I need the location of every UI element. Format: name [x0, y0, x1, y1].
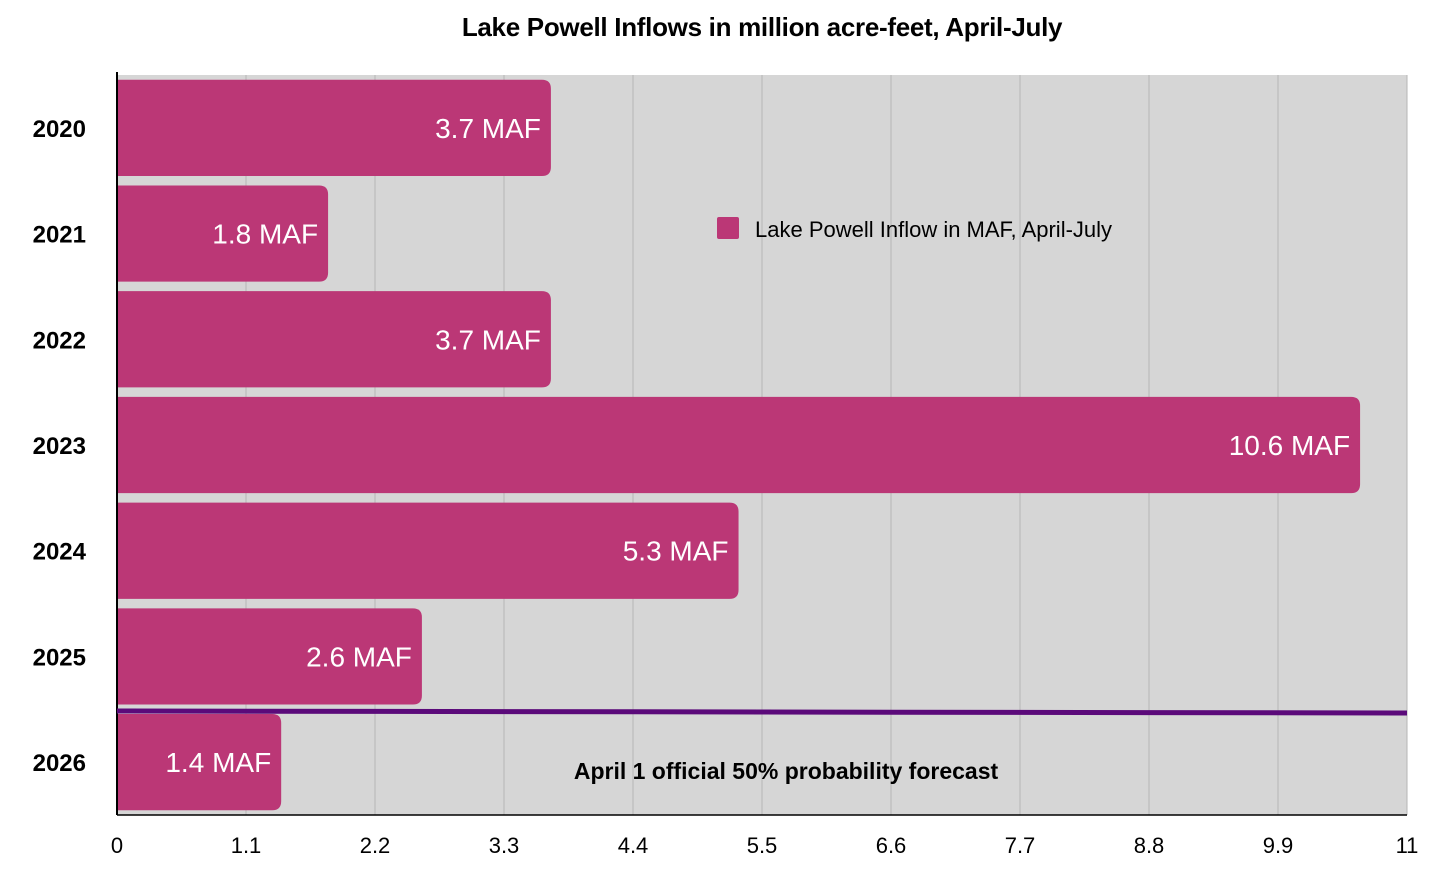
- x-tick-label: 8.8: [1134, 833, 1165, 858]
- x-tick-label: 1.1: [231, 833, 262, 858]
- y-axis-label: 2025: [33, 644, 86, 671]
- bar-value-label: 1.4 MAF: [165, 747, 271, 778]
- x-tick-label: 0: [111, 833, 123, 858]
- x-tick-label: 7.7: [1005, 833, 1036, 858]
- bar-2024: [117, 502, 739, 599]
- x-tick-label: 3.3: [489, 833, 520, 858]
- bar-value-label: 10.6 MAF: [1229, 430, 1350, 461]
- bar-value-label: 2.6 MAF: [306, 641, 412, 672]
- bar-2022: [117, 291, 551, 388]
- forecast-divider-line: [116, 708, 1408, 716]
- legend: Lake Powell Inflow in MAF, April-July: [717, 217, 1112, 242]
- bar-2023: [117, 396, 1361, 494]
- x-tick-label: 9.9: [1263, 833, 1294, 858]
- x-axis-ticks: 0 1.1 2.2 3.3 4.4 5.5 6.6 7.7 8.8 9.9 11: [111, 833, 1419, 858]
- y-axis-labels: 2020 2021 2022 2023 2024 2025 2026: [33, 116, 87, 777]
- bar-value-label: 3.7 MAF: [435, 113, 541, 144]
- x-tick-label: 11: [1396, 833, 1419, 858]
- bar-value-label: 5.3 MAF: [623, 536, 729, 567]
- chart-title: Lake Powell Inflows in million acre-feet…: [461, 12, 1063, 42]
- x-tick-label: 2.2: [360, 833, 391, 858]
- y-axis-label: 2024: [33, 539, 87, 566]
- bar-2025: [117, 608, 422, 705]
- bar-2021: [117, 185, 329, 282]
- y-axis-label: 2023: [33, 433, 86, 460]
- y-axis-label: 2021: [33, 222, 86, 249]
- bar-value-label: 3.7 MAF: [435, 324, 541, 355]
- forecast-annotation: April 1 official 50% probability forecas…: [574, 758, 999, 784]
- bar-value-label: 1.8 MAF: [212, 219, 318, 250]
- bar-2020: [117, 79, 551, 176]
- x-tick-label: 5.5: [747, 833, 778, 858]
- y-axis-label: 2022: [33, 327, 86, 354]
- y-axis-label: 2026: [33, 750, 86, 777]
- legend-swatch: [717, 217, 739, 239]
- y-axis-label: 2020: [33, 116, 86, 143]
- legend-label: Lake Powell Inflow in MAF, April-July: [755, 217, 1112, 242]
- x-tick-label: 4.4: [618, 833, 649, 858]
- x-tick-label: 6.6: [876, 833, 907, 858]
- bar-2026: [117, 714, 282, 811]
- bars: 3.7 MAF 1.8 MAF 3.7 MAF 10.6 MAF 5.3 MAF 2.6 …: [117, 79, 1361, 811]
